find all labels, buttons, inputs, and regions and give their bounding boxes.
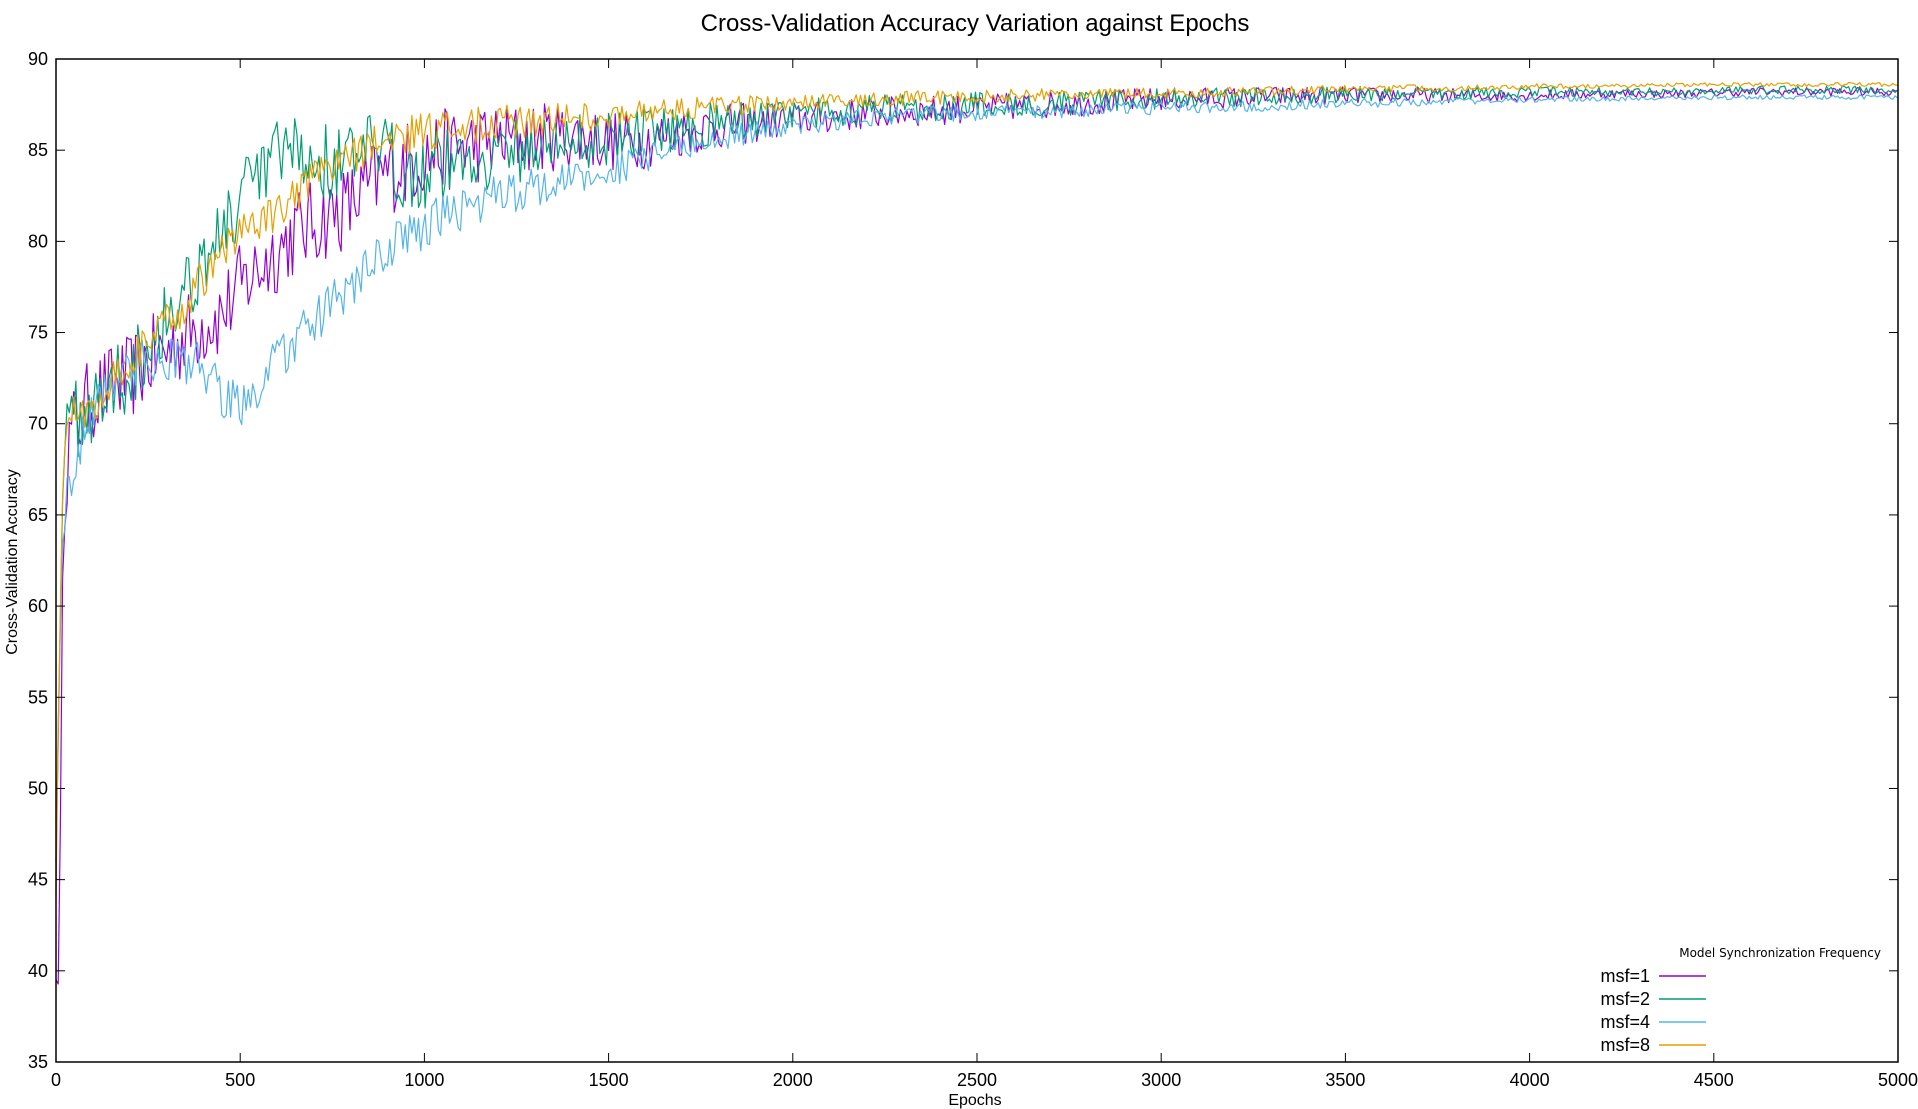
y-tick-label: 90 [28,49,48,69]
series-lines [55,81,1898,985]
y-tick-label: 70 [28,414,48,434]
y-tick-label: 65 [28,505,48,525]
y-tick-label: 35 [28,1052,48,1072]
y-tick-label: 40 [28,961,48,981]
x-tick-label: 4000 [1510,1070,1550,1090]
x-tick-label: 1500 [589,1070,629,1090]
series-line-msf-8 [55,81,1898,898]
y-tick-label: 50 [28,778,48,798]
y-tick-label: 85 [28,140,48,160]
axis-ticks: 0 500 1000 1500 2000 2500 3000 3500 4000 4500 5000… [28,49,1918,1090]
x-tick-label: 2000 [773,1070,813,1090]
x-axis-title: Epochs [948,1092,1001,1109]
y-tick-label: 80 [28,231,48,251]
legend-label: msf=8 [1600,1035,1650,1055]
legend-title: Model Synchronization Frequency [1679,946,1881,960]
chart-title: Cross-Validation Accuracy Variation agai… [701,10,1250,37]
x-tick-label: 5000 [1878,1070,1918,1090]
x-tick-label: 2500 [957,1070,997,1090]
y-tick-label: 55 [28,687,48,707]
y-axis-title: Cross-Validation Accuracy [4,469,21,655]
y-tick-label: 45 [28,870,48,890]
x-tick-label: 1000 [404,1070,444,1090]
legend-label: msf=2 [1600,989,1650,1009]
y-tick-label: 60 [28,596,48,616]
series-line-msf-2 [55,85,1898,862]
legend: Model Synchronization Frequency msf=1 msf=… [1600,946,1881,1055]
legend-label: msf=4 [1600,1012,1650,1032]
x-tick-label: 500 [225,1070,255,1090]
x-tick-label: 3500 [1325,1070,1365,1090]
y-tick-label: 75 [28,323,48,343]
series-line-msf-4 [55,94,1898,862]
x-tick-label: 4500 [1694,1070,1734,1090]
x-tick-label: 3000 [1141,1070,1181,1090]
legend-label: msf=1 [1600,966,1650,986]
x-tick-label: 0 [51,1070,61,1090]
